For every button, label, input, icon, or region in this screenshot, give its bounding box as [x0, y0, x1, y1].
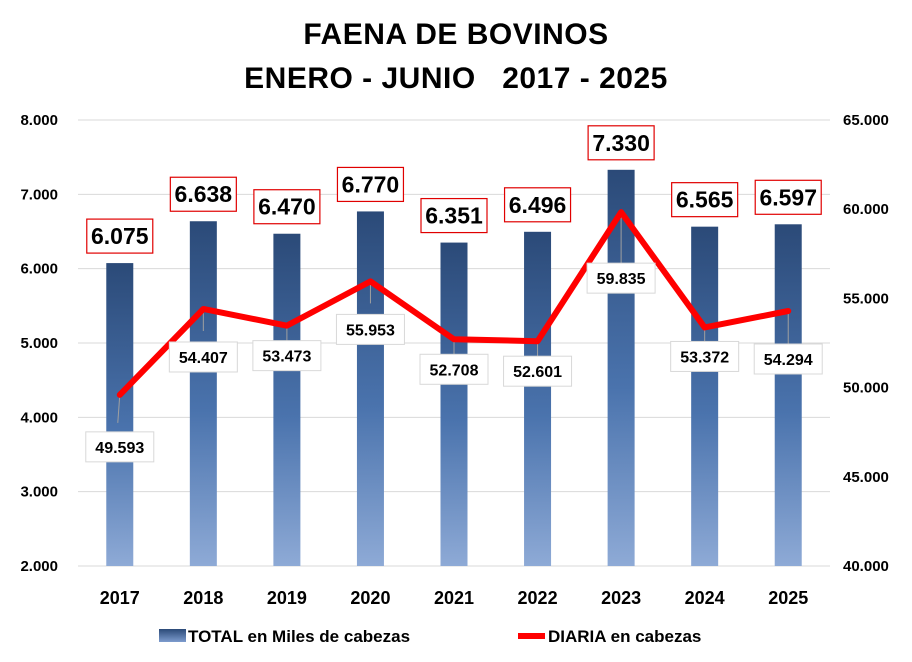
bar-value-label: 6.075 — [91, 223, 149, 249]
category-label: 2019 — [267, 588, 307, 608]
bar-value-box — [503, 187, 572, 223]
line-value-label: 54.294 — [764, 352, 813, 369]
line-value-label: 55.953 — [346, 322, 395, 339]
bar-total — [106, 263, 134, 566]
category-label: 2021 — [434, 588, 474, 608]
category-label: 2020 — [350, 588, 390, 608]
left-axis-tick: 3.000 — [20, 484, 58, 501]
line-value-box — [335, 313, 405, 345]
legend-label-total: TOTAL en Miles de cabezas — [188, 627, 410, 646]
right-axis-tick: 40.000 — [843, 558, 889, 575]
left-axis-tick: 7.000 — [20, 186, 58, 203]
bar-value-label: 6.597 — [759, 184, 817, 210]
line-value-box — [168, 341, 238, 373]
line-value-label: 52.708 — [430, 362, 479, 379]
line-value-box — [419, 353, 489, 385]
line-value-box — [753, 343, 823, 375]
left-axis-tick: 4.000 — [20, 409, 58, 426]
line-value-label: 49.593 — [95, 440, 144, 457]
bar-value-box — [169, 176, 237, 212]
bar-total — [524, 231, 552, 566]
line-value-box — [503, 355, 573, 387]
bar-total — [356, 211, 384, 566]
right-axis-tick: 45.000 — [843, 469, 889, 486]
category-label: 2022 — [518, 588, 558, 608]
leader-line — [117, 394, 121, 423]
line-value-box — [670, 340, 740, 372]
line-value-box — [252, 340, 322, 372]
bar-total — [774, 224, 802, 566]
line-value-box — [85, 431, 155, 463]
bar-value-label: 6.638 — [175, 181, 233, 207]
bar-value-label: 6.496 — [509, 192, 567, 218]
line-diaria — [116, 209, 792, 398]
category-label: 2017 — [100, 588, 140, 608]
bar-value-label: 7.330 — [592, 130, 650, 156]
bar-value-label: 6.565 — [676, 187, 734, 213]
category-label: 2024 — [685, 588, 725, 608]
line-value-label: 53.372 — [680, 349, 729, 366]
line-value-label: 54.407 — [179, 350, 228, 367]
line-value-label: 53.473 — [262, 349, 311, 366]
category-label: 2018 — [183, 588, 223, 608]
chart-subtitle: ENERO - JUNIO 2017 - 2025 — [244, 62, 668, 95]
legend-label-diaria: DIARIA en cabezas — [548, 627, 701, 646]
bar-value-box — [671, 182, 739, 218]
line-value-box — [586, 262, 656, 294]
right-axis-tick: 50.000 — [843, 380, 889, 397]
chart-title: FAENA DE BOVINOS — [303, 18, 609, 51]
bar-value-label: 6.470 — [258, 194, 316, 220]
bar-value-box — [420, 197, 488, 234]
bar-total — [189, 221, 217, 566]
category-label: 2023 — [601, 588, 641, 608]
legend-swatch-total — [159, 629, 186, 642]
bar-total — [691, 226, 719, 566]
bar-total — [440, 242, 468, 566]
left-axis-tick: 2.000 — [20, 558, 58, 575]
right-axis-tick: 60.000 — [843, 201, 889, 218]
bar-value-box — [754, 179, 822, 215]
right-axis-tick: 65.000 — [843, 112, 889, 129]
bar-value-label: 6.351 — [425, 203, 483, 229]
bar-value-box — [587, 125, 655, 161]
category-label: 2025 — [768, 588, 808, 608]
left-axis-tick: 6.000 — [20, 261, 58, 278]
bar-value-label: 6.770 — [342, 171, 400, 197]
bar-value-box — [86, 218, 154, 254]
right-axis-tick: 55.000 — [843, 290, 889, 307]
left-axis-tick: 8.000 — [20, 112, 58, 129]
bar-total — [273, 233, 301, 567]
left-axis-tick: 5.000 — [20, 335, 58, 352]
line-value-label: 59.835 — [597, 271, 646, 288]
line-value-label: 52.601 — [513, 364, 562, 381]
bar-value-box — [336, 166, 405, 203]
bar-value-box — [253, 189, 321, 225]
